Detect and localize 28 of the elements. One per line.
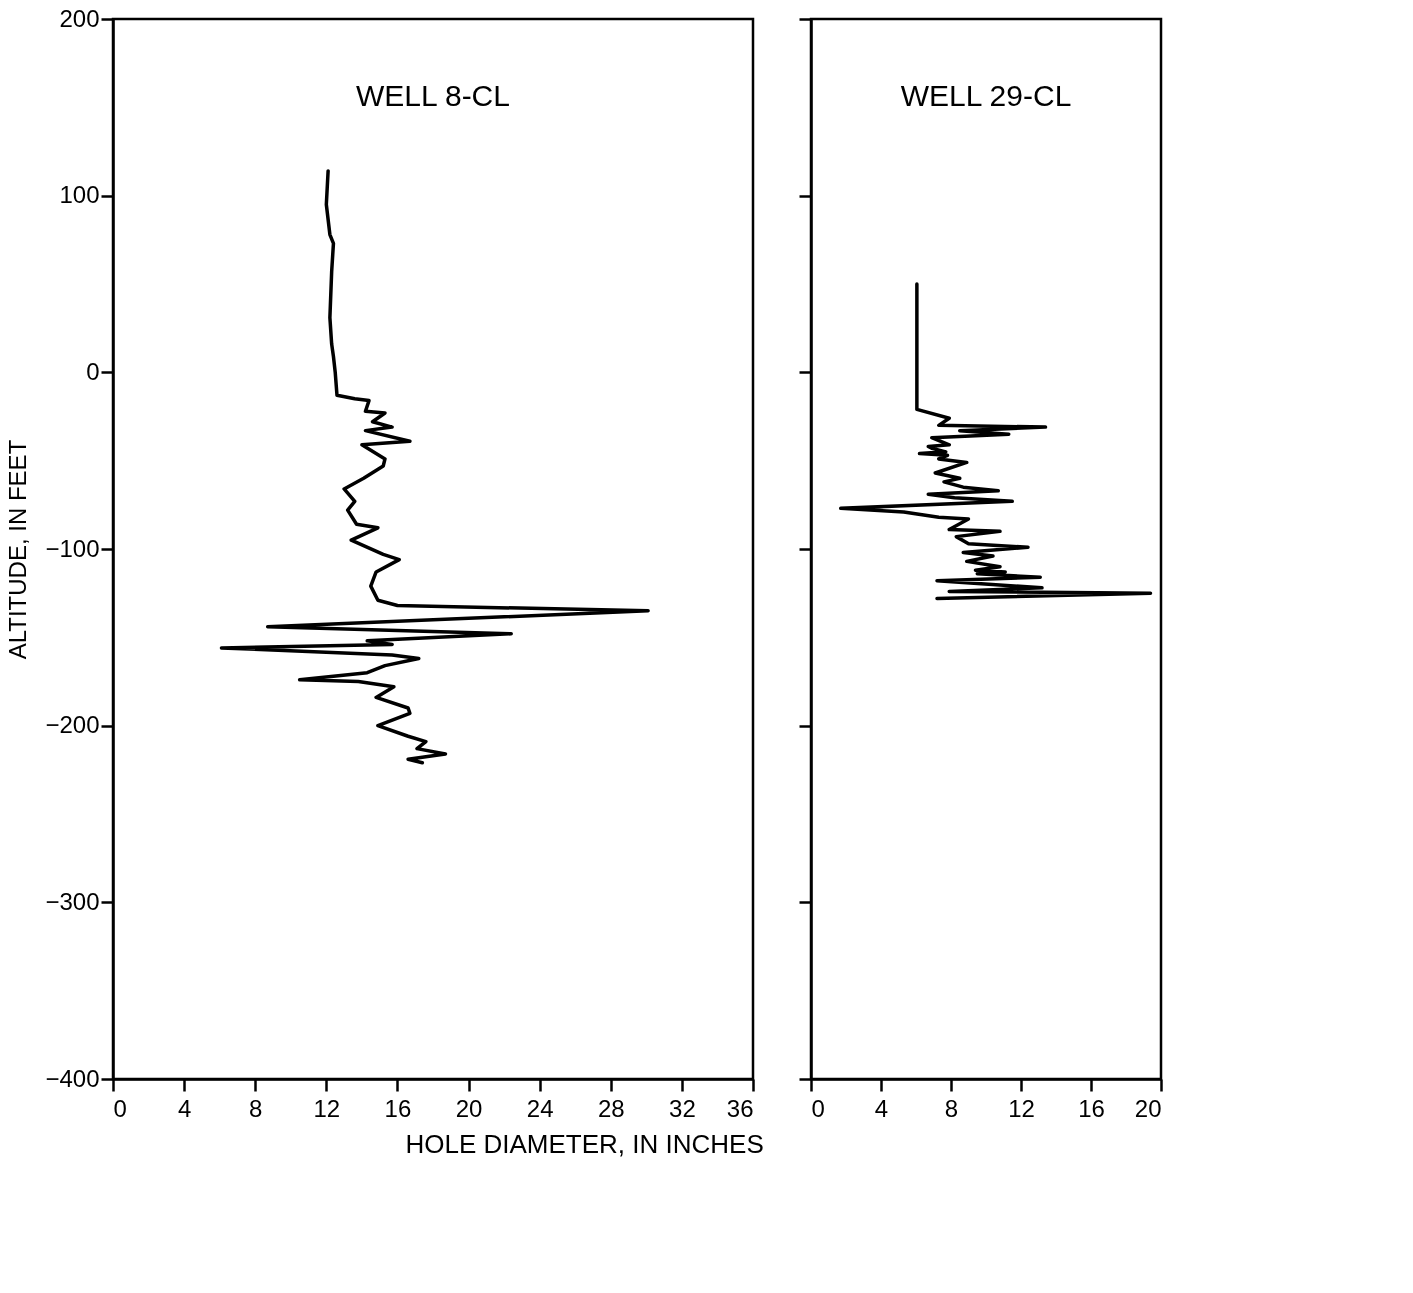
line-series (219, 169, 650, 765)
x-tick-label: 4 (177, 1094, 192, 1122)
y-tick-label: −100 (45, 534, 100, 562)
x-tick-label: 12 (313, 1094, 341, 1122)
y-tick-label: 0 (86, 357, 100, 385)
x-tick-label: 24 (526, 1094, 554, 1122)
x-tick-label: 28 (597, 1094, 625, 1122)
y-tick-label: 100 (59, 181, 100, 209)
x-tick-label: 16 (1078, 1094, 1105, 1122)
x-tick-label: 20 (455, 1094, 483, 1122)
y-tick-label: −300 (45, 887, 100, 915)
y-tick-label: 200 (59, 4, 100, 32)
y-tick-label: −200 (45, 711, 100, 739)
x-tick-label: 12 (1008, 1094, 1035, 1122)
text: WELL 8-CL (356, 79, 510, 112)
x-tick-label: 36 (726, 1094, 754, 1122)
x-tick-label: 32 (669, 1094, 696, 1122)
x-tick-label: 0 (113, 1094, 127, 1122)
x-tick-label: 0 (811, 1094, 825, 1122)
x-tick-label: 16 (384, 1094, 412, 1122)
y-tick-label: −400 (45, 1064, 100, 1092)
x-axis-title: HOLE DIAMETER, IN INCHES (405, 1129, 764, 1160)
x-tick-label: 20 (1134, 1094, 1162, 1122)
x-tick-label: 8 (249, 1094, 263, 1122)
y-axis-title: ALTITUDE, IN FEET (4, 439, 32, 660)
x-tick-label: 8 (944, 1094, 959, 1122)
text: WELL 29-CL (900, 79, 1072, 112)
x-tick-label: 4 (874, 1094, 889, 1122)
